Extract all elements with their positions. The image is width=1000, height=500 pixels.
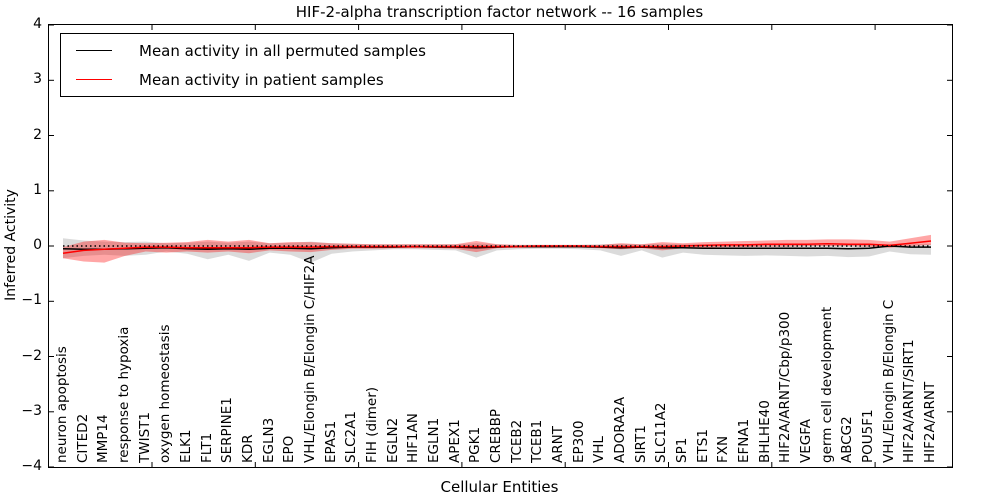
y-tick-label: 2 [33, 126, 42, 143]
x-category-label: VEGFA [798, 419, 814, 463]
y-tick-label: −4 [21, 458, 42, 474]
legend: Mean activity in all permuted samples Me… [60, 33, 514, 97]
x-category-label: EGLN1 [426, 417, 442, 463]
y-tick-label: 3 [33, 71, 42, 88]
x-category-label: HIF2A/ARNT [922, 381, 938, 463]
x-category-label: SLC2A1 [343, 411, 360, 463]
y-tick-label: −3 [21, 402, 42, 419]
x-category-label: CITED2 [74, 413, 91, 463]
x-category-label: HIF2A/ARNT/Cbp/p300 [777, 311, 794, 463]
x-category-label: ABCG2 [839, 416, 856, 463]
x-category-label: POU5F1 [860, 409, 876, 463]
permuted-line-swatch-icon [76, 50, 112, 51]
x-category-label: MMP14 [95, 414, 112, 463]
x-category-label: oxygen homeostasis [157, 324, 174, 464]
x-category-label: VHL [591, 436, 608, 463]
x-category-label: EGLN2 [384, 417, 401, 463]
plot-frame [48, 24, 953, 468]
x-category-label: PGK1 [467, 426, 484, 463]
x-category-label: KDR [240, 434, 256, 463]
y-tick-label: 1 [33, 181, 42, 198]
x-category-label: TCEB2 [508, 419, 525, 463]
x-category-label: FLT1 [198, 432, 215, 463]
legend-entry-permuted: Mean activity in all permuted samples [61, 37, 513, 64]
y-tick-label: 0 [33, 237, 42, 253]
x-category-label: EPO [281, 435, 298, 463]
x-category-label: APEX1 [446, 419, 463, 463]
x-category-label: VHL/Elongin B/Elongin C/HIF2A [302, 255, 318, 464]
x-category-label: SIRT1 [632, 425, 649, 463]
x-category-label: TCEB1 [529, 419, 546, 463]
x-category-label: FXN [715, 435, 732, 463]
x-category-label: ADORA2A [612, 396, 628, 463]
x-category-label: EPAS1 [322, 420, 339, 463]
legend-entry-patient: Mean activity in patient samples [61, 66, 513, 93]
patient-line-swatch-icon [76, 79, 112, 80]
y-tick-label: −1 [21, 292, 42, 309]
x-category-label: EFNA1 [736, 418, 752, 463]
y-tick-label: −2 [21, 347, 42, 364]
x-category-label: HIF2A/ARNT/SIRT1 [901, 339, 918, 463]
x-category-label: EGLN3 [260, 417, 277, 463]
x-category-label: neuron apoptosis [54, 346, 70, 463]
x-category-label: HIF1AN [405, 413, 422, 463]
x-category-label: ETS1 [694, 429, 711, 463]
x-category-label: VHL/Elongin B/Elongin C [880, 299, 897, 463]
x-category-label: EP300 [570, 420, 587, 463]
x-category-label: SP1 [674, 437, 690, 463]
x-category-label: SLC11A2 [653, 402, 670, 463]
legend-label-patient: Mean activity in patient samples [139, 70, 384, 89]
x-category-label: FIH (dimer) [364, 386, 380, 463]
x-category-label: germ cell development [818, 306, 835, 463]
x-category-label: BHLHE40 [756, 400, 773, 463]
x-category-label: response to hypoxia [116, 326, 132, 463]
x-category-label: ARNT [550, 426, 566, 463]
x-category-label: CREBBP [488, 409, 504, 463]
plot-canvas [49, 25, 952, 467]
chart-title: HIF-2-alpha transcription factor network… [295, 3, 704, 21]
legend-label-permuted: Mean activity in all permuted samples [139, 41, 426, 60]
x-category-label: SERPINE1 [219, 397, 236, 463]
x-axis-label: Cellular Entities [440, 478, 559, 496]
x-category-label: ELK1 [178, 429, 194, 464]
x-category-label: TWIST1 [136, 412, 153, 463]
y-tick-label: 4 [33, 16, 42, 32]
